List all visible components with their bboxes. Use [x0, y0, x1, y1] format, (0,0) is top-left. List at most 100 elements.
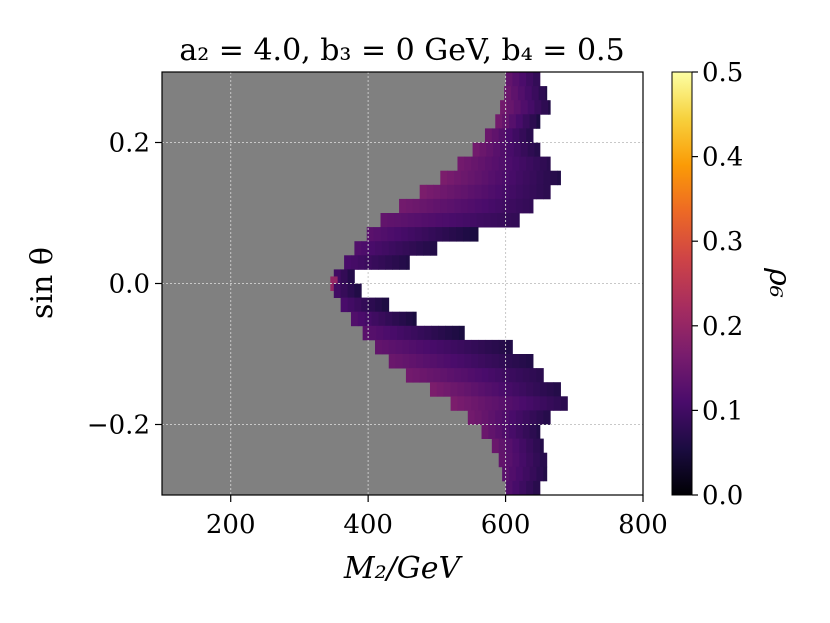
- heatmap-cell: [486, 142, 494, 157]
- heatmap-cell: [340, 283, 348, 298]
- heatmap-cell: [519, 128, 527, 143]
- excluded-cell: [162, 424, 483, 440]
- heatmap-cell: [512, 382, 520, 397]
- colorbar-tick-label: 0.5: [702, 58, 743, 88]
- heatmap-cell: [515, 184, 524, 200]
- heatmap-cell: [429, 339, 438, 355]
- heatmap-cell: [519, 438, 527, 454]
- heatmap-cell: [364, 255, 372, 270]
- heatmap-cell: [515, 170, 524, 186]
- heatmap-cell: [484, 382, 493, 397]
- heatmap-cell: [522, 466, 531, 482]
- y-axis: −0.2 0.0 0.2: [87, 129, 162, 441]
- heatmap-cell: [419, 184, 427, 200]
- heatmap-cell: [557, 170, 561, 186]
- heatmap-cell: [515, 466, 524, 482]
- heatmap-cell: [424, 325, 432, 341]
- heatmap-cell: [474, 198, 482, 214]
- heatmap-cell: [442, 227, 450, 242]
- heatmap-cell: [498, 452, 506, 468]
- heatmap-cell: [520, 142, 528, 157]
- heatmap-cell: [464, 354, 472, 369]
- heatmap-cell: [460, 198, 469, 214]
- heatmap-cell: [458, 325, 465, 341]
- heatmap-cell: [423, 339, 431, 355]
- heatmap-cell: [536, 410, 544, 425]
- heatmap-cell: [488, 410, 496, 425]
- heatmap-cell: [447, 198, 455, 214]
- heatmap-cell: [467, 184, 476, 200]
- heatmap-cell: [440, 170, 448, 186]
- x-tick-label: 400: [343, 510, 393, 540]
- heatmap-cell: [410, 325, 419, 341]
- excluded-cell: [162, 325, 364, 341]
- heatmap-cell: [368, 297, 376, 313]
- heatmap-cell: [454, 198, 462, 214]
- heatmap-cell: [533, 382, 541, 397]
- heatmap-cell: [405, 255, 410, 270]
- heatmap-cell: [412, 311, 417, 327]
- heatmap-cell: [402, 241, 410, 256]
- heatmap-cell: [450, 382, 458, 397]
- heatmap-cell: [534, 100, 542, 115]
- heatmap-cell: [394, 227, 402, 242]
- heatmap-cell: [526, 438, 534, 454]
- heatmap-cell: [371, 311, 379, 327]
- heatmap-cell: [392, 255, 400, 270]
- heatmap-cell: [513, 100, 522, 115]
- heatmap-cell: [421, 213, 430, 228]
- heatmap-cell: [539, 452, 548, 468]
- heatmap-cell: [426, 368, 434, 383]
- heatmap-cell: [405, 198, 414, 214]
- heatmap-cell: [414, 227, 423, 242]
- heatmap-cell: [526, 480, 534, 495]
- heatmap-cell: [433, 184, 441, 200]
- heatmap-cell: [498, 354, 506, 369]
- heatmap-cell: [498, 128, 506, 143]
- heatmap-cell: [536, 368, 544, 383]
- heatmap-cell: [526, 396, 534, 411]
- heatmap-cell: [405, 311, 414, 327]
- heatmap-cell: [495, 114, 503, 129]
- heatmap-cell: [491, 382, 500, 397]
- heatmap-cell: [373, 227, 381, 242]
- heatmap-cell: [529, 466, 537, 482]
- heatmap-cell: [522, 198, 531, 214]
- heatmap-cell: [526, 72, 534, 87]
- heatmap-cell: [526, 354, 534, 369]
- excluded-cell: [162, 114, 496, 129]
- grid-lines: [162, 72, 643, 495]
- heatmap-cell: [505, 480, 513, 495]
- heatmap-cell: [495, 170, 503, 186]
- heatmap-cell: [529, 114, 537, 129]
- heatmap-cell: [522, 410, 531, 425]
- heatmap-cell: [509, 184, 517, 200]
- heatmap-cell: [529, 170, 537, 186]
- heatmap-cell: [509, 170, 517, 186]
- heatmap-cell: [445, 325, 453, 341]
- heatmap-cell: [484, 354, 493, 369]
- heatmap-cell: [526, 452, 534, 468]
- heatmap-cell: [402, 354, 410, 369]
- heatmap-cell: [460, 184, 469, 200]
- heatmap-cell: [428, 213, 436, 228]
- heatmap-cell: [529, 198, 534, 214]
- heatmap-cell: [519, 396, 527, 411]
- heatmap-cell: [550, 170, 558, 186]
- heatmap-cells: [330, 72, 568, 495]
- heatmap-cell: [443, 382, 451, 397]
- heatmap-cell: [442, 213, 450, 228]
- heatmap-cell: [467, 410, 476, 425]
- heatmap-cell: [498, 396, 506, 411]
- x-tick-label: 200: [206, 510, 256, 540]
- heatmap-cell: [354, 297, 362, 313]
- heatmap-cell: [464, 156, 472, 172]
- heatmap-cell: [357, 255, 366, 270]
- heatmap-cell: [484, 128, 493, 143]
- excluded-cell: [162, 311, 352, 327]
- excluded-cell: [162, 297, 342, 313]
- heatmap-cell: [505, 382, 513, 397]
- excluded-cell: [162, 170, 441, 186]
- heatmap-cell: [502, 424, 510, 439]
- heatmap-cell: [546, 382, 555, 397]
